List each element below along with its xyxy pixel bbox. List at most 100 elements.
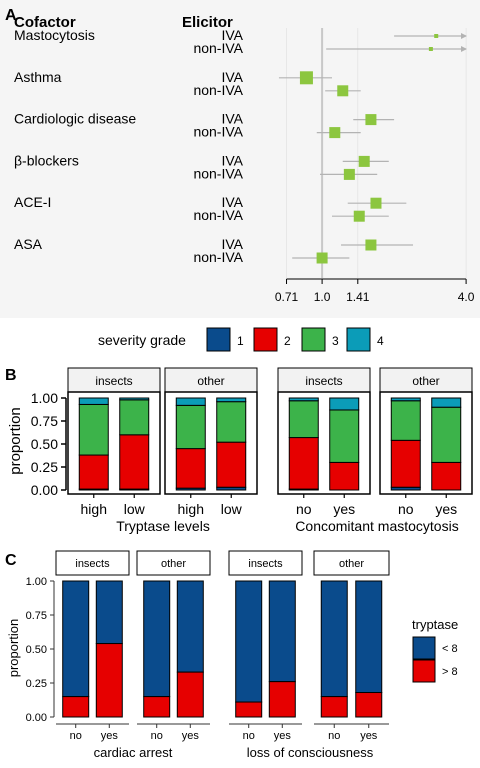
bar-segment bbox=[431, 406, 462, 463]
y-tick-label: 0.00 bbox=[26, 712, 47, 724]
bar-segment-high-tryptase bbox=[143, 696, 171, 718]
bar-segment-low-tryptase bbox=[176, 580, 204, 673]
panel-c: C proportion tryptase < 8 > 8 0.00 0.25 0.5… bbox=[5, 550, 458, 760]
x-tick-label: yes bbox=[101, 730, 119, 742]
severity-legend-title: severity grade bbox=[98, 332, 186, 348]
estimate-marker bbox=[365, 239, 377, 251]
y-tick-label: 0.25 bbox=[31, 459, 58, 475]
panel-a-letter: A bbox=[5, 7, 17, 24]
bar-segment bbox=[175, 404, 206, 450]
legend-label: 4 bbox=[377, 334, 384, 348]
bar-segment bbox=[288, 397, 319, 402]
facet-strip bbox=[379, 367, 473, 393]
x-tick-label: low bbox=[124, 501, 146, 517]
elicitor-label: non-IVA bbox=[193, 165, 243, 181]
x-tick-label: no bbox=[243, 730, 255, 742]
bar-segment bbox=[78, 397, 109, 405]
x-tick-label: high bbox=[178, 501, 204, 517]
bar-segment-low-tryptase bbox=[95, 580, 123, 645]
cofactor-label: β-blockers bbox=[14, 152, 79, 168]
elicitor-label: IVA bbox=[221, 152, 243, 168]
facet-strip bbox=[55, 550, 130, 576]
panel-c-ylabel: proportion bbox=[6, 619, 21, 678]
x-tick-label: yes bbox=[360, 730, 378, 742]
elicitor-label: non-IVA bbox=[193, 82, 243, 98]
panel-b-ylabel: proportion bbox=[7, 407, 24, 475]
bar-segment bbox=[431, 461, 462, 491]
estimate-marker bbox=[358, 155, 370, 167]
estimate-marker bbox=[337, 85, 349, 97]
facet-strip bbox=[136, 550, 211, 576]
estimate-marker bbox=[434, 34, 439, 38]
panel-a: A Cofactor Elicitor 0.71 1.0 1.41 4.0 Mastoc… bbox=[0, 0, 480, 318]
bar-segment bbox=[390, 400, 421, 441]
tryptase-legend-title: tryptase bbox=[412, 617, 458, 632]
bar-segment bbox=[329, 397, 360, 411]
legend-swatch bbox=[253, 327, 278, 352]
panel-c-xlabel: loss of consciousness bbox=[247, 745, 374, 760]
facet-strip-label: other bbox=[197, 374, 224, 388]
elicitor-label: IVA bbox=[221, 236, 243, 252]
facet-strip bbox=[313, 550, 390, 576]
estimate-marker bbox=[329, 127, 341, 139]
x-tick-label: yes bbox=[333, 501, 355, 517]
bar-segment bbox=[78, 403, 109, 456]
estimate-marker bbox=[365, 114, 377, 126]
bar-segment-high-tryptase bbox=[355, 692, 383, 718]
elicitor-label: IVA bbox=[221, 194, 243, 210]
x-tick-label: no bbox=[328, 730, 340, 742]
estimate-marker bbox=[428, 47, 433, 51]
facet-strip bbox=[277, 367, 371, 393]
facet-frame bbox=[67, 391, 161, 495]
elicitor-label: IVA bbox=[221, 111, 243, 127]
elicitor-label: non-IVA bbox=[193, 249, 243, 265]
y-tick-label: 0.50 bbox=[31, 436, 58, 452]
panel-b: B proportion 0.00 0.25 0.50 0.75 1.00 insects… bbox=[5, 367, 473, 534]
facet-strip bbox=[164, 367, 258, 393]
bar-segment bbox=[288, 437, 319, 490]
bar-segment bbox=[119, 399, 150, 436]
elicitor-label: IVA bbox=[221, 69, 243, 85]
bar-segment-high-tryptase bbox=[176, 671, 204, 718]
y-tick-label: 0.50 bbox=[26, 644, 47, 656]
estimate-marker bbox=[353, 210, 365, 222]
bar-segment-high-tryptase bbox=[235, 701, 263, 718]
x-tick-label: no bbox=[398, 501, 414, 517]
bar-segment-high-tryptase bbox=[268, 681, 296, 718]
legend-label: 1 bbox=[237, 334, 244, 348]
legend-swatch bbox=[346, 327, 371, 352]
bar-segment bbox=[288, 400, 319, 439]
elicitor-label: non-IVA bbox=[193, 207, 243, 223]
ci-arrow bbox=[461, 46, 467, 52]
bar-segment bbox=[390, 397, 421, 402]
panel-c-letter: C bbox=[5, 552, 17, 569]
facet-strip bbox=[228, 550, 303, 576]
bar-segment bbox=[175, 448, 206, 489]
panel-b-xlabel: Concomitant mastocytosis bbox=[295, 518, 458, 534]
bar-segment-high-tryptase bbox=[95, 643, 123, 718]
estimate-marker bbox=[370, 197, 382, 209]
estimate-marker bbox=[343, 168, 355, 180]
panel-b-letter: B bbox=[5, 367, 17, 384]
ci-arrow bbox=[461, 33, 467, 39]
elicitor-label: IVA bbox=[221, 27, 243, 43]
bar-segment bbox=[431, 397, 462, 408]
severity-legend: severity grade 1 2 3 4 bbox=[98, 327, 384, 352]
cofactor-label: Asthma bbox=[14, 69, 62, 85]
facet-frame bbox=[277, 391, 371, 495]
legend-label: 2 bbox=[284, 334, 291, 348]
header-cofactor: Cofactor bbox=[14, 14, 76, 31]
facet-strip-label: other bbox=[412, 374, 439, 388]
bar-segment-low-tryptase bbox=[268, 580, 296, 683]
cofactor-label: Cardiologic disease bbox=[14, 111, 136, 127]
facet-strip-label: insects bbox=[95, 374, 132, 388]
bar-segment bbox=[216, 401, 247, 443]
bar-segment-high-tryptase bbox=[320, 696, 348, 718]
facet-frame bbox=[164, 391, 258, 495]
x-tick-label: 1.0 bbox=[314, 290, 331, 304]
facet-strip-label: other bbox=[339, 558, 364, 570]
x-tick-label: no bbox=[151, 730, 163, 742]
bar-segment-low-tryptase bbox=[320, 580, 348, 698]
legend-label: < 8 bbox=[442, 643, 458, 655]
legend-swatch bbox=[301, 327, 326, 352]
